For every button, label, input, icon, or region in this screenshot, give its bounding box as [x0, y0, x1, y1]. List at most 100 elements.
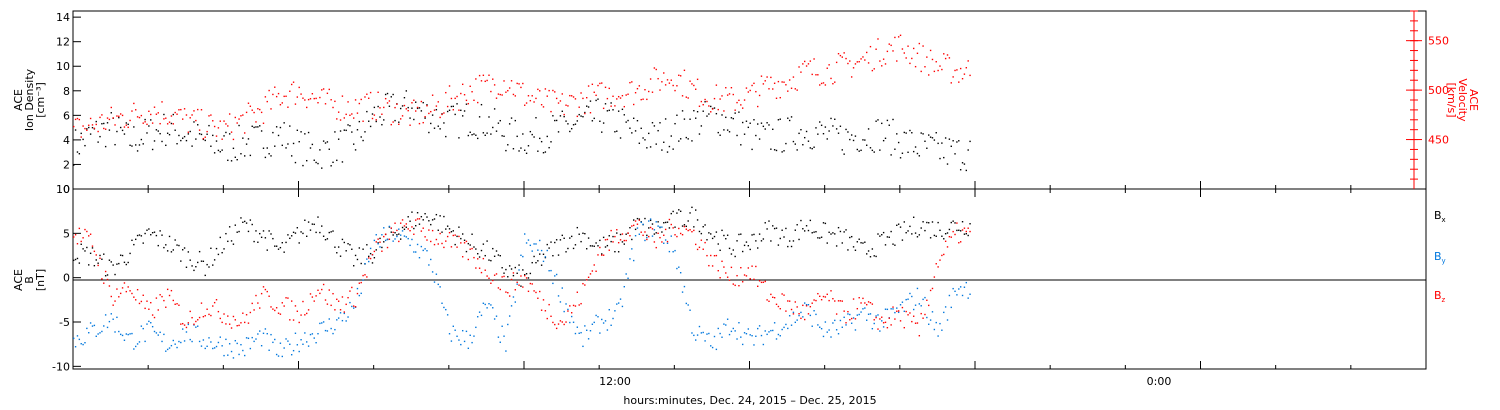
velocity-series-point — [533, 101, 535, 103]
bz-series-point — [135, 299, 137, 301]
by-series-point — [86, 327, 88, 330]
by-series-point — [542, 260, 545, 263]
ion-density-series-point — [604, 103, 607, 105]
velocity-tick-label: 450 — [1428, 134, 1449, 147]
by-series-point — [711, 346, 714, 349]
bz-series-point — [535, 291, 537, 294]
bx-series-point — [165, 244, 167, 246]
bx-series-point — [552, 254, 554, 257]
ion-density-series-point — [537, 150, 539, 152]
bz-series-point — [183, 324, 186, 326]
bz-series-point — [260, 292, 263, 295]
bz-series-point — [958, 242, 960, 244]
velocity-series-point — [379, 107, 381, 109]
bx-series-point — [204, 274, 206, 277]
velocity-series-point — [760, 75, 763, 77]
bz-series-point — [148, 308, 150, 310]
bz-series-point — [557, 323, 560, 325]
bx-series-point — [882, 231, 885, 234]
bx-series-point — [864, 241, 866, 243]
by-series-point — [539, 239, 541, 242]
velocity-series-point — [418, 122, 421, 125]
bz-series-point — [725, 272, 727, 274]
by-series-point — [428, 264, 430, 266]
ion-density-series-point — [757, 123, 759, 125]
bx-series-point — [163, 246, 165, 249]
ion-density-series-point — [877, 119, 879, 121]
ion-density-series-point — [426, 104, 428, 106]
bz-series-point — [591, 270, 594, 272]
velocity-series-point — [505, 91, 507, 93]
bx-series-point — [486, 240, 488, 242]
bz-series-point — [180, 323, 182, 325]
ion-density-series-point — [522, 133, 524, 135]
by-series-point — [189, 338, 191, 341]
bz-series-point — [341, 296, 344, 298]
bz-series-point — [399, 222, 402, 224]
bz-series-point — [830, 290, 832, 292]
ion-density-series-point — [208, 124, 210, 127]
ion-density-series-point — [965, 169, 968, 172]
by-series-point — [73, 337, 75, 340]
by-series-point — [693, 334, 695, 337]
by-series-point — [91, 325, 94, 327]
bx-series-point — [354, 254, 357, 257]
velocity-series-point — [366, 93, 368, 95]
bz-series-point — [458, 235, 460, 238]
by-series-point — [516, 283, 518, 285]
bx-series-point — [657, 221, 659, 223]
by-series-point — [505, 350, 507, 352]
velocity-series-point — [264, 96, 267, 98]
bz-series-point — [922, 317, 924, 319]
bz-series-point — [272, 308, 274, 310]
by-series-point — [253, 340, 255, 343]
bx-series-point — [798, 238, 800, 241]
velocity-series-point — [101, 114, 103, 116]
ion-density-series-point — [518, 150, 520, 152]
ion-density-series-point — [516, 135, 518, 138]
by-series-point — [578, 332, 580, 334]
by-series-point — [422, 249, 424, 252]
by-series-point — [725, 324, 727, 326]
by-series-point — [826, 331, 828, 333]
velocity-series-point — [150, 113, 152, 116]
bz-series-point — [159, 294, 161, 296]
velocity-series-point — [463, 94, 466, 96]
by-series-point — [411, 238, 413, 241]
ion-density-series-point — [668, 145, 671, 148]
bx-series-point — [817, 237, 819, 239]
ion-density-series-point — [593, 117, 595, 120]
velocity-series-point — [740, 104, 742, 106]
bz-series-point — [405, 223, 408, 225]
ion-density-series-point — [236, 159, 238, 161]
by-series-point — [430, 258, 432, 261]
bz-series-point — [710, 254, 712, 257]
velocity-series-point — [678, 74, 680, 76]
bx-series-point — [719, 249, 721, 252]
bx-series-point — [289, 237, 291, 240]
ion-density-series-point — [465, 103, 468, 105]
by-series-point — [777, 333, 780, 336]
bx-series-point — [82, 248, 84, 250]
bx-series-point — [850, 235, 853, 238]
ion-density-series-point — [458, 137, 460, 139]
velocity-series-point — [884, 63, 887, 65]
bx-series-point — [223, 248, 225, 250]
bz-series-point — [501, 276, 503, 278]
by-series-point — [958, 288, 960, 290]
velocity-series-point — [148, 110, 150, 112]
bz-series-point — [123, 282, 126, 284]
ion-density-series-point — [503, 135, 505, 138]
bx-series-point — [138, 234, 141, 236]
bx-series-point — [200, 260, 203, 262]
velocity-series-point — [428, 112, 430, 115]
bx-series-point — [240, 217, 242, 219]
bz-series-point — [492, 279, 494, 282]
ion-density-series-point — [691, 140, 693, 142]
bz-series-point — [956, 222, 958, 224]
by-series-point — [507, 323, 509, 326]
bx-series-point — [125, 263, 128, 266]
bx-series-point — [593, 245, 595, 247]
ion-density-series-point — [334, 131, 336, 133]
velocity-series-point — [719, 98, 721, 100]
